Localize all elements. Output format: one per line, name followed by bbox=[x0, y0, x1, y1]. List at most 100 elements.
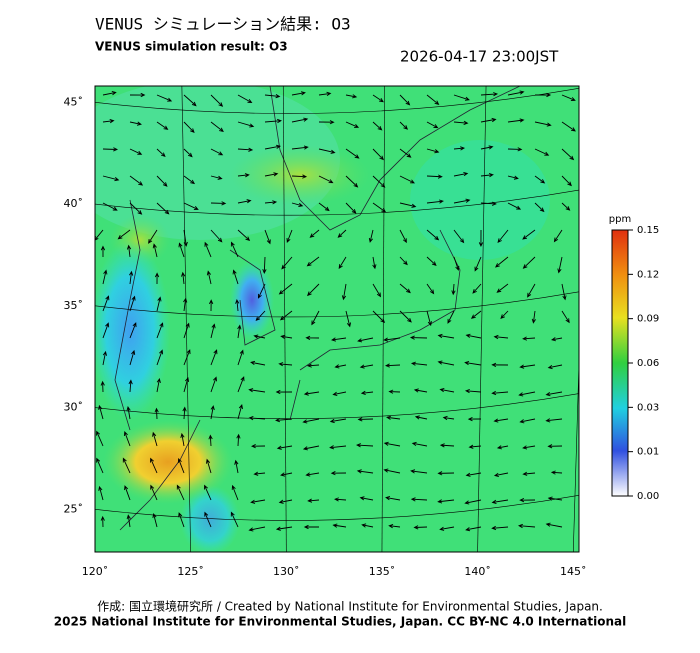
wind-arrow bbox=[411, 441, 428, 447]
wind-arrow bbox=[534, 121, 552, 127]
wind-arrow bbox=[345, 202, 357, 214]
wind-arrow bbox=[117, 229, 131, 240]
field bbox=[103, 420, 233, 504]
colorbar-label: 0.06 bbox=[637, 358, 659, 369]
wind-arrow bbox=[497, 229, 509, 244]
wind-arrow bbox=[100, 245, 106, 258]
wind-arrow bbox=[281, 256, 293, 270]
wind-arrow bbox=[129, 175, 144, 186]
wind-arrow bbox=[183, 175, 196, 185]
wind-arrow bbox=[129, 92, 146, 98]
wind-arrow bbox=[534, 148, 550, 156]
wind-arrow bbox=[318, 91, 332, 97]
wind-arrow bbox=[372, 148, 384, 161]
wind-arrow bbox=[519, 418, 536, 424]
wind-arrow bbox=[561, 202, 571, 211]
wind-arrow bbox=[156, 148, 166, 158]
wind-arrow bbox=[453, 198, 471, 204]
wind-arrow bbox=[291, 174, 308, 179]
wind-arrow bbox=[230, 241, 239, 258]
wind-arrow bbox=[236, 433, 241, 447]
y-tick-label: 45˚ bbox=[64, 95, 84, 108]
y-tick-label: 35˚ bbox=[64, 299, 84, 312]
wind-arrow bbox=[264, 94, 281, 99]
wind-arrow bbox=[399, 283, 411, 294]
wind-arrow bbox=[232, 269, 239, 285]
wind-arrow bbox=[480, 117, 497, 123]
wind-arrow bbox=[129, 202, 143, 215]
wind-arrow bbox=[337, 229, 347, 238]
wind-arrow bbox=[307, 498, 320, 503]
wind-arrow bbox=[100, 380, 105, 393]
wind-arrow bbox=[181, 271, 186, 285]
wind-arrow bbox=[334, 364, 347, 369]
wind-arrow bbox=[253, 471, 266, 476]
wind-arrow bbox=[474, 256, 482, 272]
wind-arrow bbox=[522, 336, 536, 341]
wind-arrow bbox=[329, 418, 347, 424]
subtitle: VENUS simulation result: O3 bbox=[95, 40, 288, 54]
wind-arrow bbox=[467, 416, 482, 422]
parallel bbox=[95, 189, 579, 216]
field bbox=[230, 260, 274, 340]
wind-arrow bbox=[96, 430, 104, 447]
wind-arrow bbox=[496, 445, 509, 450]
wind-arrow bbox=[496, 283, 509, 293]
wind-arrow bbox=[357, 417, 374, 422]
colorbar-label: 0.00 bbox=[637, 491, 659, 502]
wind-arrow bbox=[413, 388, 428, 393]
wind-arrow bbox=[183, 322, 190, 339]
wind-arrow bbox=[360, 390, 374, 396]
wind-arrow bbox=[279, 310, 293, 321]
wind-arrow bbox=[154, 407, 159, 420]
parallel bbox=[95, 393, 579, 420]
wind-arrow bbox=[204, 241, 212, 258]
wind-arrow bbox=[372, 121, 383, 131]
wind-arrow bbox=[464, 360, 482, 366]
wind-arrow bbox=[129, 121, 142, 126]
wind-arrow bbox=[531, 310, 536, 324]
credit: 作成: 国立環境研究所 / Created by National Instit… bbox=[97, 599, 603, 614]
wind-arrow bbox=[253, 334, 266, 339]
wind-arrow bbox=[156, 322, 164, 339]
wind-arrow bbox=[280, 472, 293, 477]
wind-arrow bbox=[156, 202, 170, 215]
wind-arrow bbox=[309, 229, 320, 238]
wind-arrow bbox=[178, 512, 185, 528]
wind-arrow bbox=[280, 334, 293, 339]
wind-arrow bbox=[345, 310, 352, 328]
wind-arrow bbox=[426, 256, 437, 266]
wind-arrow bbox=[426, 148, 440, 154]
wind-arrow bbox=[410, 469, 428, 474]
wind-arrow bbox=[464, 388, 482, 394]
wind-arrow bbox=[318, 148, 336, 154]
wind-arrow bbox=[385, 496, 401, 501]
wind-arrow bbox=[493, 472, 509, 477]
wind-arrow bbox=[128, 379, 133, 393]
x-tick-label: 135˚ bbox=[369, 565, 396, 578]
wind-arrow bbox=[318, 120, 335, 125]
wind-arrow bbox=[386, 415, 401, 420]
wind-arrow bbox=[126, 244, 132, 258]
wind-arrow bbox=[208, 434, 213, 447]
wind-arrow bbox=[183, 121, 195, 133]
wind-arrow bbox=[507, 202, 522, 210]
wind-arrow bbox=[237, 229, 251, 242]
wind-arrow bbox=[98, 485, 104, 501]
wind-arrow bbox=[500, 310, 509, 320]
wind-arrow bbox=[518, 391, 536, 397]
wind-arrow bbox=[345, 121, 360, 128]
field bbox=[230, 145, 370, 205]
wind-arrow bbox=[372, 256, 377, 270]
wind-arrow bbox=[318, 175, 334, 184]
wind-arrow bbox=[124, 485, 131, 501]
wind-arrow bbox=[183, 148, 193, 158]
wind-arrow bbox=[180, 432, 185, 447]
wind-arrow bbox=[126, 514, 131, 528]
wind-arrow bbox=[465, 472, 482, 477]
wind-arrow bbox=[426, 199, 444, 204]
wind-arrow bbox=[102, 295, 110, 312]
wind-arrow bbox=[368, 229, 374, 243]
parallel bbox=[95, 494, 579, 521]
